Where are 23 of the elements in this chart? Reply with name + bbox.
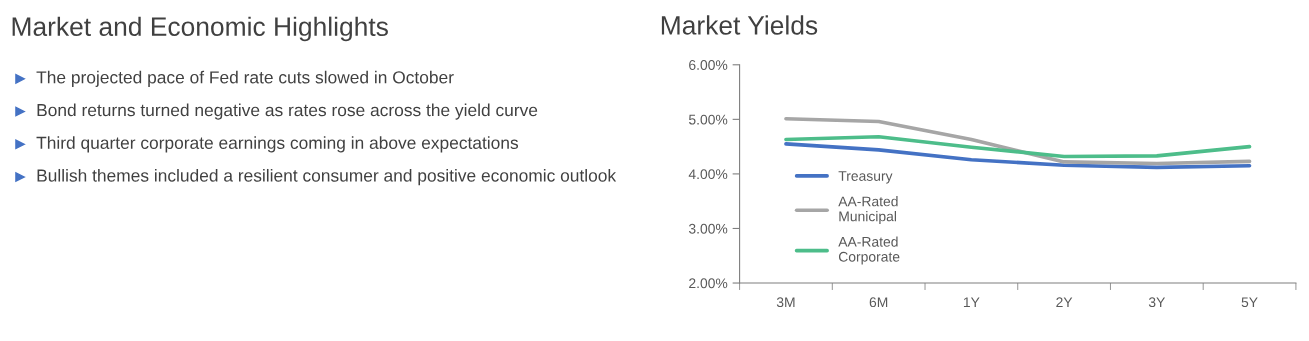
line-series <box>784 142 1252 170</box>
x-tick-label: 6M <box>869 297 888 308</box>
y-tick-label: 5.00% <box>688 114 728 125</box>
legend-label: AA-Rated Municipal <box>838 196 898 225</box>
text: The projected pace of Fed rate cuts slowed in October <box>36 70 454 87</box>
x-tick-label: 3M <box>776 297 795 308</box>
x-tick-label: 5Y <box>1241 297 1258 308</box>
x-tick-label: 1Y <box>963 297 980 307</box>
line-series <box>784 116 1252 166</box>
y-tick-label: 6.00% <box>689 60 728 70</box>
legend-label: Treasury <box>838 171 893 184</box>
x-tick-label: 3Y <box>1148 297 1166 308</box>
x-tick-label: 2Y <box>1056 297 1073 307</box>
text: Bond returns turned negative as rates rose across the yield curve <box>37 103 538 120</box>
text: Bullish themes included a resilient consumer and positive economic outlook <box>37 168 617 186</box>
y-tick-label: 3.00% <box>688 223 728 234</box>
legend-label: AA-Rated Corporate <box>838 236 900 265</box>
y-tick-label: 4.00% <box>688 169 728 180</box>
y-tick-label: 2.00% <box>689 278 728 289</box>
chart-title: Market Yields <box>661 15 818 35</box>
text: Third quarter corporate earnings coming in above expectations <box>36 136 519 153</box>
text: Market and Economic Highlights <box>12 16 388 42</box>
line-series <box>784 135 1252 159</box>
